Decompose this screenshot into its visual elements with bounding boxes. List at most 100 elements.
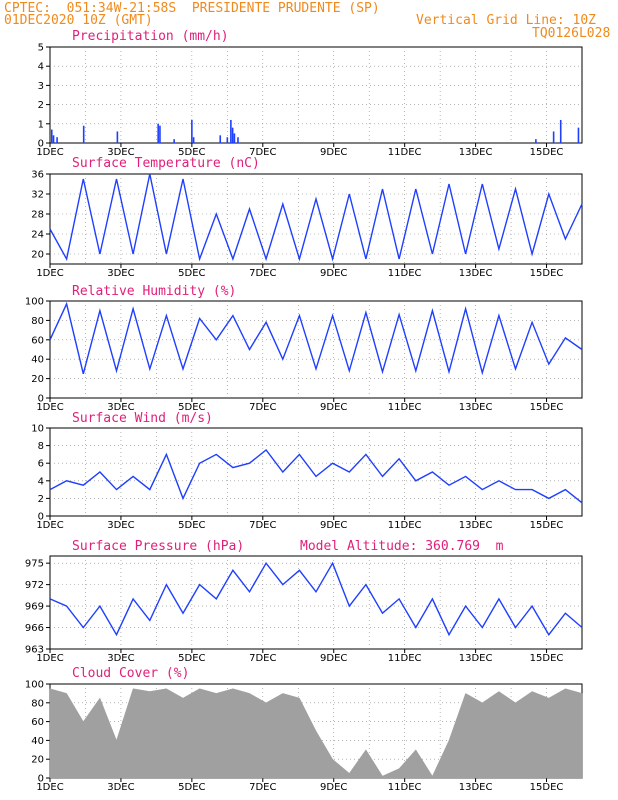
temp-xtick-label: 15DEC [530, 268, 564, 279]
humidity-series-line [49, 301, 583, 376]
wind-ytick-label: 2 [38, 494, 44, 505]
humidity-xtick-label: 11DEC [388, 402, 422, 413]
precip-bar [52, 135, 55, 143]
precip-xtick-label: 7DEC [249, 147, 276, 158]
precip-bar [577, 127, 580, 143]
precip-bar [559, 119, 562, 143]
temp-xtick-label: 13DEC [459, 268, 493, 279]
pressure-xtick-label: 11DEC [388, 653, 422, 664]
temp-xtick-label: 9DEC [320, 268, 347, 279]
precip-bar [552, 131, 555, 143]
humidity-xtick-label: 7DEC [249, 402, 276, 413]
precip-bar [173, 139, 175, 143]
wind-xtick-label: 9DEC [320, 520, 347, 531]
humidity-xtick-label: 15DEC [530, 402, 564, 413]
cloud-ytick-label: 0 [38, 774, 44, 785]
precip-ytick-label: 5 [38, 43, 44, 54]
precip-bar [50, 129, 53, 143]
cloud-title: Cloud Cover (%) [72, 666, 190, 681]
precip-xtick-label: 13DEC [459, 147, 493, 158]
precip-bar [226, 137, 229, 143]
wind-xtick-label: 13DEC [459, 520, 493, 531]
temp-xtick-label: 1DEC [36, 268, 63, 279]
wind-ytick-label: 10 [31, 424, 44, 435]
precip-bar [191, 119, 193, 143]
humidity-title: Relative Humidity (%) [72, 284, 237, 299]
temp-xtick-label: 7DEC [249, 268, 276, 279]
humidity-xtick-label: 9DEC [320, 402, 347, 413]
precip-ytick-label: 3 [38, 81, 44, 92]
humidity-xtick-label: 5DEC [178, 402, 205, 413]
wind-frame [49, 427, 583, 517]
wind-xtick-label: 11DEC [388, 520, 422, 531]
precip-bar [233, 133, 236, 143]
cloud-ytick-label: 80 [31, 698, 44, 709]
temp-ytick-label: 32 [31, 190, 44, 201]
wind-xtick-label: 15DEC [530, 520, 564, 531]
cloud-xtick-label: 7DEC [249, 782, 276, 793]
pressure-xtick-label: 13DEC [459, 653, 493, 664]
precip-title: Precipitation (mm/h) [72, 29, 229, 44]
cloud-xtick-label: 5DEC [178, 782, 205, 793]
temp-ytick-label: 36 [31, 170, 44, 181]
temp-ytick-label: 24 [31, 230, 44, 241]
wind-title: Surface Wind (m/s) [72, 411, 213, 426]
precip-bar [219, 135, 222, 143]
precip-xtick-label: 3DEC [107, 147, 134, 158]
wind-xtick-label: 1DEC [36, 520, 63, 531]
cloud-xtick-label: 1DEC [36, 782, 63, 793]
wind-ytick-label: 8 [38, 441, 44, 452]
precip-bar [82, 125, 85, 143]
cloud-area [49, 688, 583, 779]
temp-frame [49, 173, 583, 265]
wind-xtick-label: 5DEC [178, 520, 205, 531]
wind-ytick-label: 0 [38, 512, 44, 523]
station-header: CPTEC: 051:34W-21:58S PRESIDENTE PRUDENT… [4, 1, 380, 16]
wind-ytick-label: 4 [38, 476, 44, 487]
wind-series-line [49, 449, 583, 504]
temp-xtick-label: 11DEC [388, 268, 422, 279]
pressure-ytick-label: 963 [25, 645, 44, 656]
pressure-ytick-label: 969 [25, 602, 44, 613]
precip-bar [192, 137, 195, 143]
wind-xtick-label: 3DEC [107, 520, 134, 531]
run-date: 01DEC2020 10Z (GMT) [4, 13, 153, 28]
precip-ytick-label: 1 [38, 119, 44, 130]
precip-bar [237, 137, 239, 143]
pressure-xtick-label: 1DEC [36, 653, 63, 664]
precip-frame [49, 46, 583, 144]
cloud-xtick-label: 9DEC [320, 782, 347, 793]
humidity-ytick-label: 0 [38, 394, 44, 405]
precip-bar [116, 131, 119, 143]
pressure-xtick-label: 7DEC [249, 653, 276, 664]
precip-xtick-label: 11DEC [388, 147, 422, 158]
precip-bar [231, 127, 234, 143]
precip-xtick-label: 1DEC [36, 147, 63, 158]
humidity-ytick-label: 100 [25, 297, 44, 308]
pressure-series-line [49, 561, 583, 637]
vertical-grid-note: Vertical Grid Line: 10Z [416, 13, 597, 28]
humidity-ytick-label: 60 [31, 335, 44, 346]
temp-ytick-label: 20 [31, 250, 44, 261]
pressure-xtick-label: 15DEC [530, 653, 564, 664]
temp-series-line [49, 173, 583, 262]
precip-xtick-label: 9DEC [320, 147, 347, 158]
humidity-xtick-label: 3DEC [107, 402, 134, 413]
pressure-ytick-label: 975 [25, 559, 44, 570]
model-id: TQ0126L028 [532, 26, 611, 41]
cloud-ytick-label: 40 [31, 736, 44, 747]
humidity-xtick-label: 13DEC [459, 402, 493, 413]
precip-bar [230, 119, 232, 143]
humidity-frame [49, 300, 583, 399]
pressure-title: Surface Pressure (hPa) [72, 539, 245, 554]
cloud-xtick-label: 13DEC [459, 782, 493, 793]
pressure-ytick-label: 966 [25, 623, 44, 634]
temp-title: Surface Temperature (nC) [72, 156, 260, 171]
humidity-ytick-label: 40 [31, 355, 44, 366]
wind-ytick-label: 6 [38, 459, 44, 470]
cloud-xtick-label: 3DEC [107, 782, 134, 793]
humidity-xtick-label: 1DEC [36, 402, 63, 413]
temp-xtick-label: 3DEC [107, 268, 134, 279]
pressure-frame [49, 555, 583, 650]
pressure-xtick-label: 5DEC [178, 653, 205, 664]
